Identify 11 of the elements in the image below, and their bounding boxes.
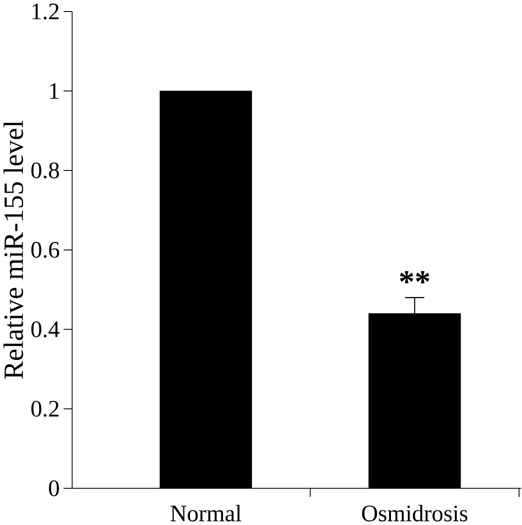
x-tick-label: Osmidrosis <box>362 504 468 522</box>
y-axis-title: Relative miR-155 level <box>4 120 24 379</box>
annotation: ** <box>400 271 430 284</box>
y-tick-label: 0.8 <box>32 162 60 178</box>
y-tick-label: 0.2 <box>32 400 59 417</box>
y-tick-label: 1.2 <box>32 4 59 20</box>
y-tick-label: 1 <box>50 83 59 99</box>
x-tick-label: Normal <box>170 504 242 522</box>
y-tick-label: 0.6 <box>32 242 60 258</box>
y-tick-label: 0 <box>49 480 60 496</box>
y-tick-label: 0.4 <box>32 321 60 338</box>
